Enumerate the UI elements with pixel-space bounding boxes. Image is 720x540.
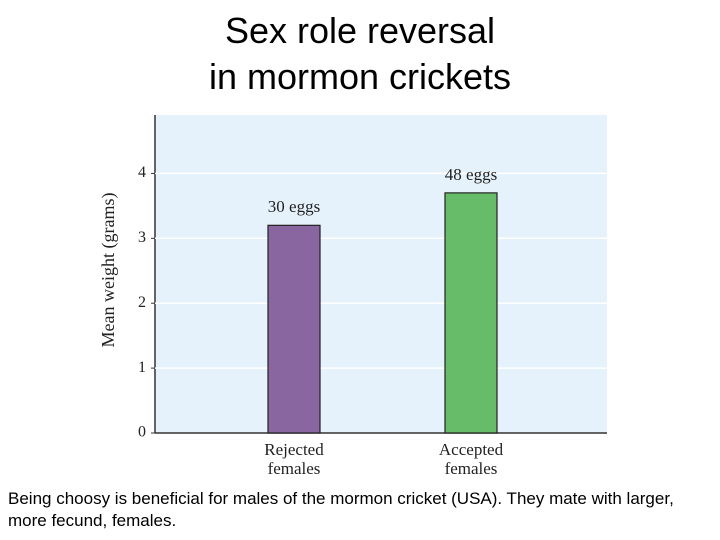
bar [444,192,498,434]
y-axis-label: Mean weight (grams) [98,193,119,348]
y-tick-label: 1 [138,359,146,376]
plot-background [155,115,607,433]
y-tick-label: 3 [138,229,146,246]
y-tick-label: 2 [138,294,146,311]
caption: Being choosy is beneficial for males of … [8,489,674,530]
y-tick-label: 0 [138,424,146,441]
y-tick-label: 4 [138,164,146,181]
x-tick-label: Accepted females [438,440,504,478]
x-tick-label: Rejected females [264,440,324,478]
title-line: Sex role reversal [224,10,496,51]
bar-label: 30 eggs [268,197,320,216]
title-line: in mormon crickets [208,56,512,97]
bar-label: 48 eggs [445,165,497,184]
bar [267,224,321,434]
